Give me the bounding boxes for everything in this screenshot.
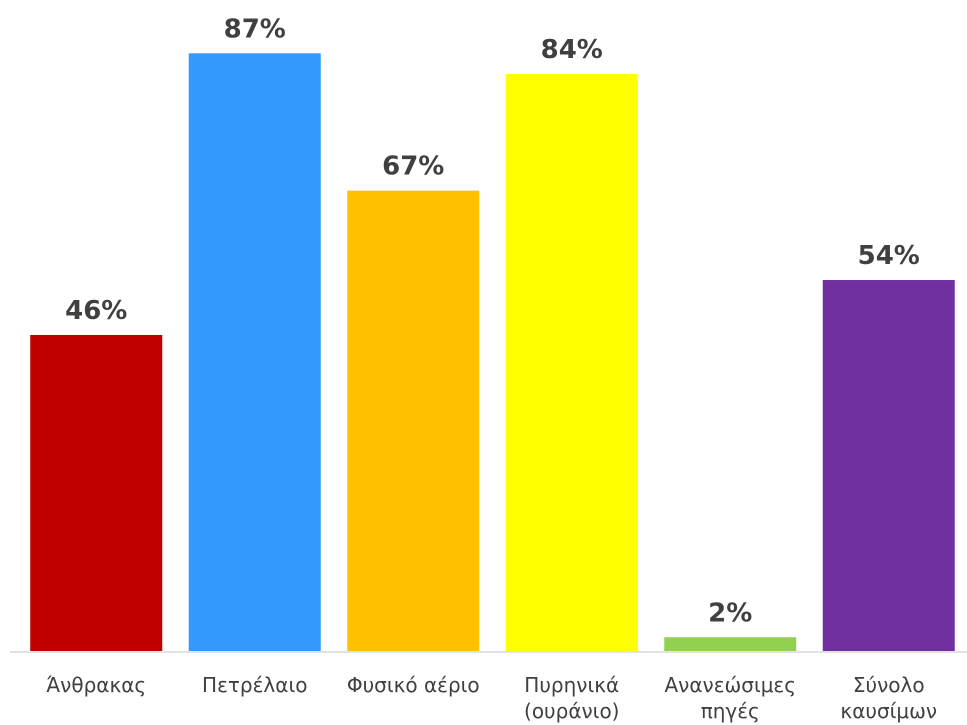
value-label: 87% bbox=[224, 14, 286, 44]
x-tick-label: Ανανεώσιμες πηγές bbox=[664, 673, 796, 723]
bar bbox=[30, 334, 163, 651]
value-label: 2% bbox=[708, 598, 752, 628]
bar bbox=[664, 637, 797, 651]
x-tick-label: Πετρέλαιο bbox=[202, 673, 308, 697]
x-tick-label: Σύνολο καυσίμων bbox=[840, 673, 938, 723]
bar bbox=[505, 73, 638, 652]
bar bbox=[347, 190, 480, 651]
value-label: 84% bbox=[541, 35, 603, 65]
bar bbox=[822, 280, 955, 651]
value-label: 67% bbox=[382, 152, 444, 182]
value-label: 54% bbox=[858, 241, 920, 271]
x-tick-label: Άνθρακας bbox=[46, 673, 147, 697]
bar bbox=[188, 53, 321, 652]
x-tick-label: Πυρηνικά (ουράνιο) bbox=[524, 673, 620, 723]
x-tick-label: Φυσικό αέριο bbox=[346, 673, 480, 697]
value-label: 46% bbox=[65, 296, 127, 326]
